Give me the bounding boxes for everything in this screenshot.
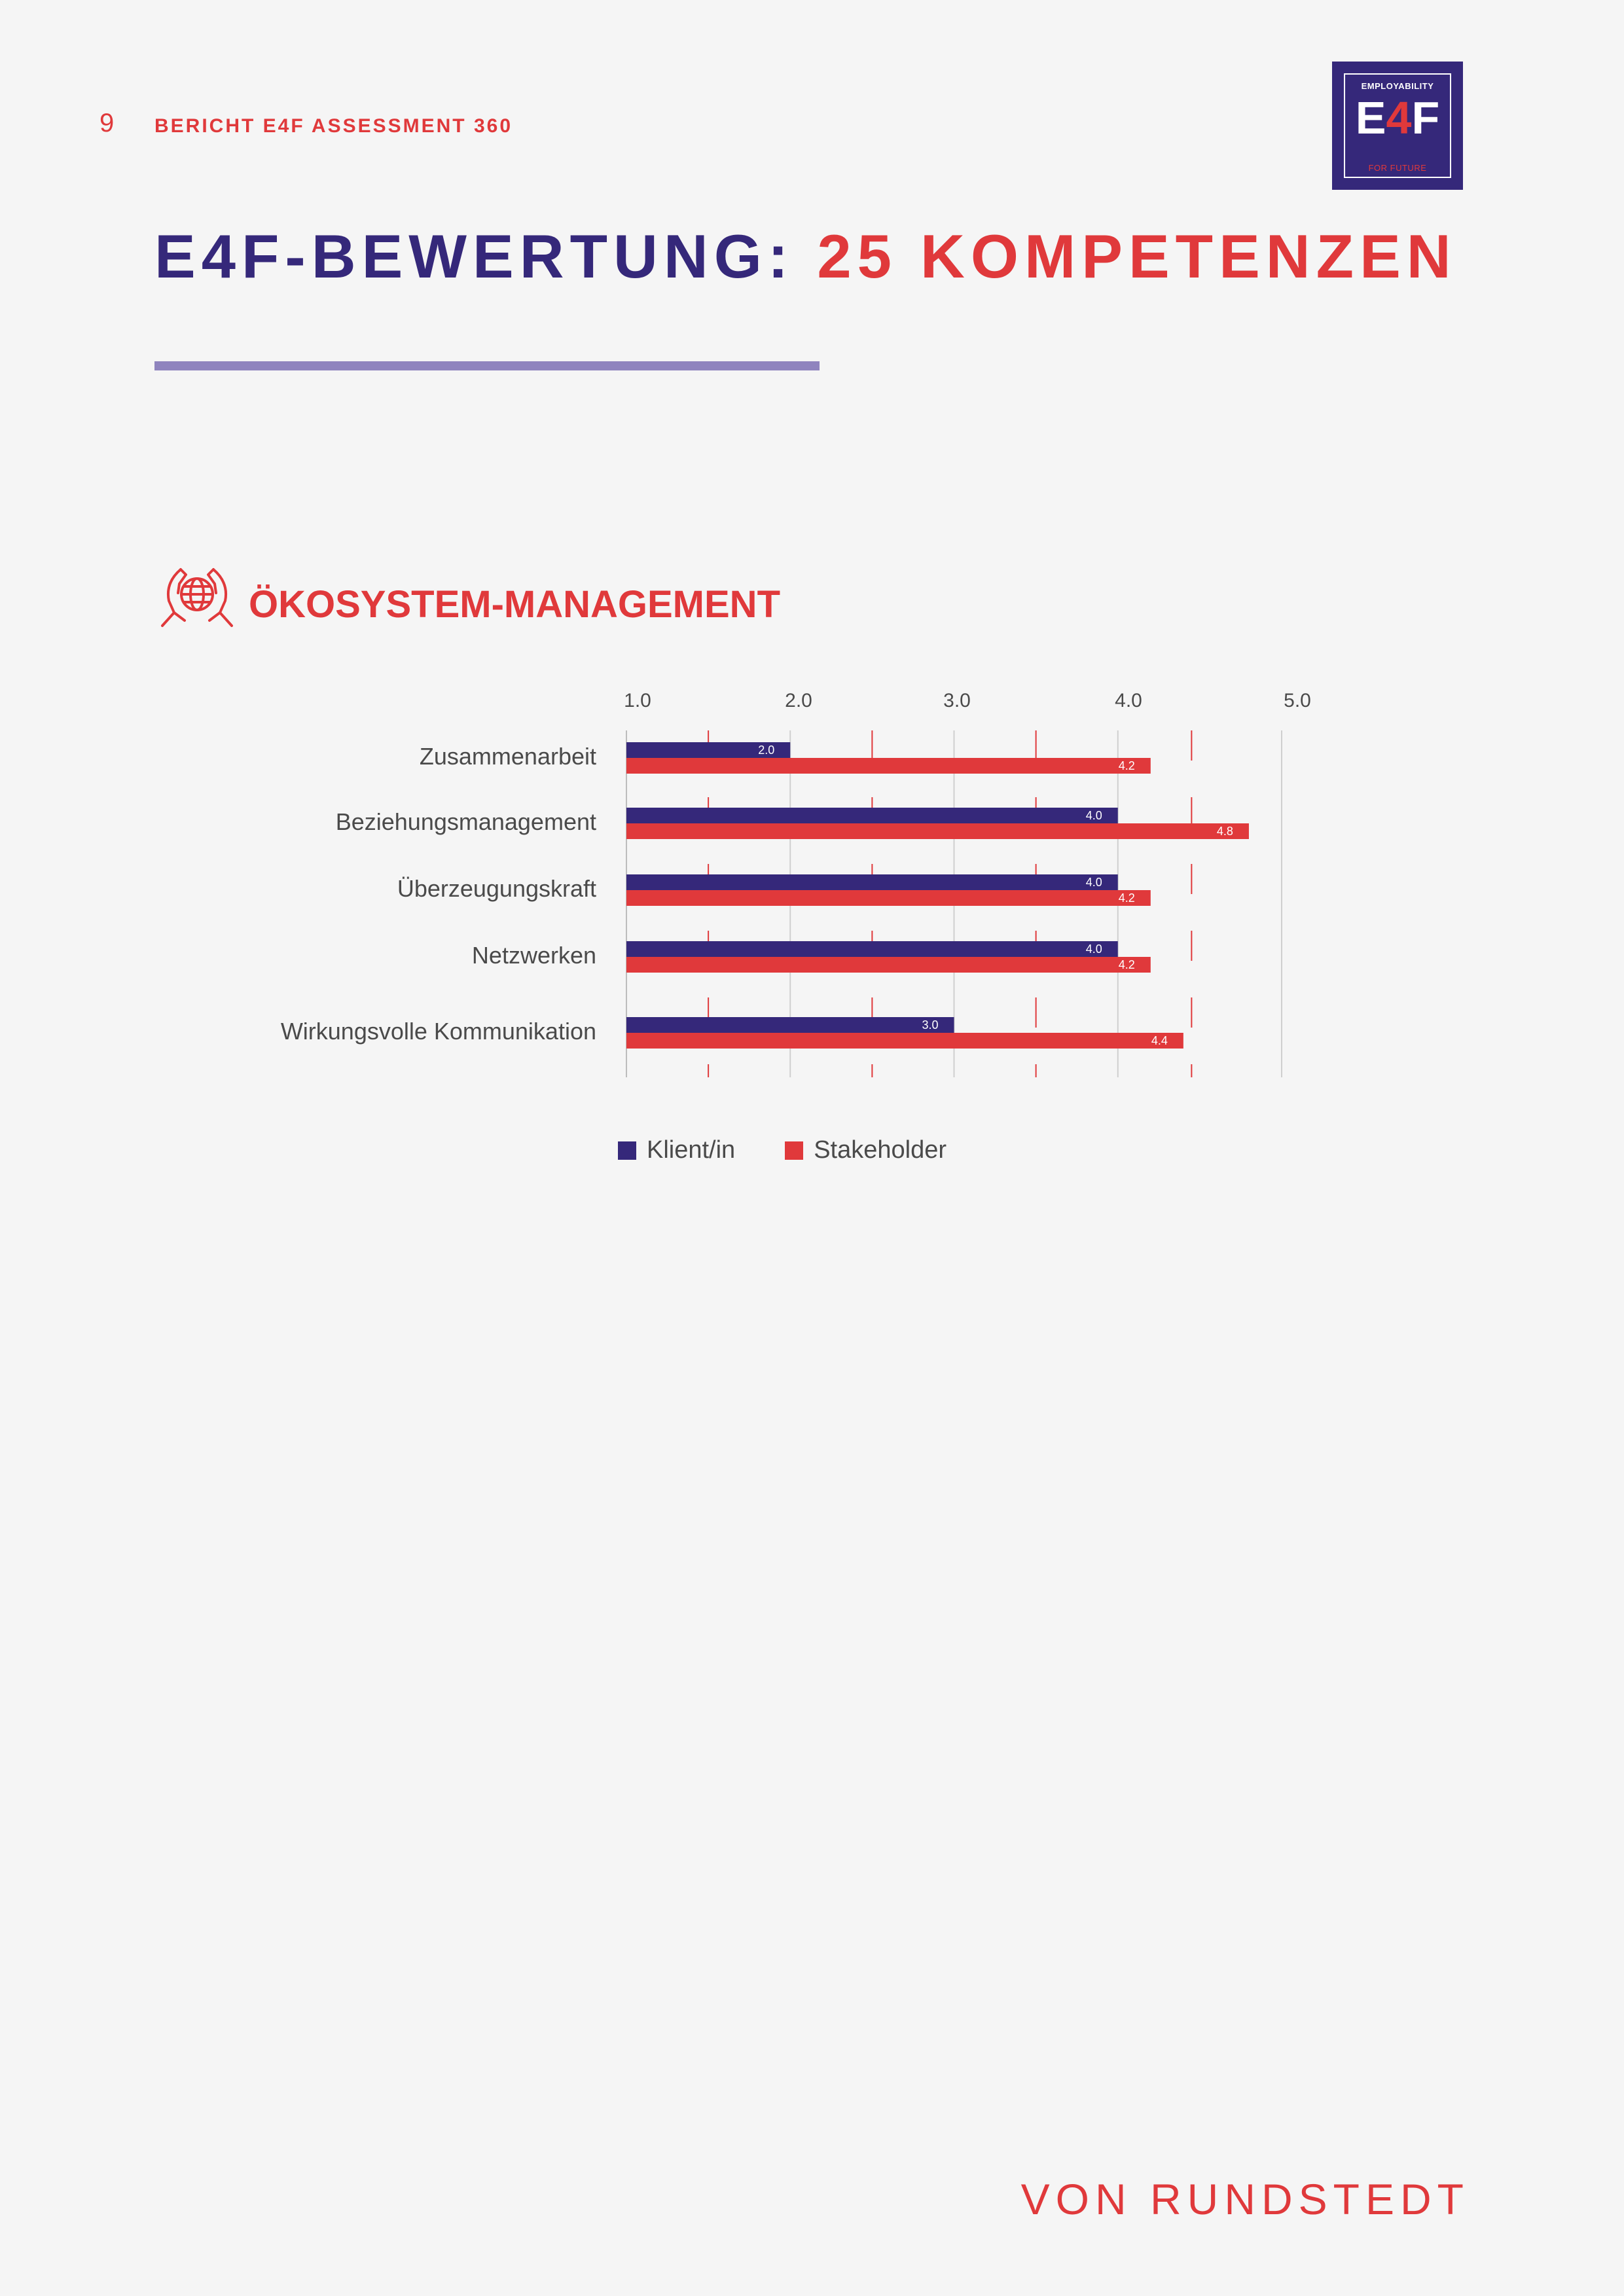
data-label: 4.0 — [1086, 876, 1102, 889]
category-label: Überzeugungskraft — [397, 875, 596, 902]
data-label: 3.0 — [922, 1018, 938, 1031]
hands-globe-icon — [161, 568, 233, 627]
bar — [626, 1033, 1183, 1049]
category-label: Netzwerken — [472, 942, 596, 969]
logo-frame: EMPLOYABILITY E4F FOR FUTURE — [1344, 73, 1451, 178]
data-label: 4.0 — [1086, 809, 1102, 822]
data-label: 4.8 — [1217, 825, 1233, 838]
category-label: Beziehungsmanagement — [336, 808, 596, 835]
x-tick-label: 1.0 — [624, 690, 651, 711]
bar — [626, 742, 791, 758]
bar — [626, 890, 1151, 906]
x-tick-label: 3.0 — [943, 690, 971, 711]
x-tick-label: 5.0 — [1284, 690, 1311, 711]
title-divider — [154, 361, 820, 370]
logo-bottom-text: FOR FUTURE — [1368, 163, 1427, 173]
bar — [626, 823, 1249, 839]
logo-top-text: EMPLOYABILITY — [1361, 81, 1434, 91]
data-label: 4.0 — [1086, 942, 1102, 956]
category-label: Wirkungsvolle Kommunikation — [281, 1018, 596, 1045]
page-number: 9 — [99, 109, 115, 137]
report-label: BERICHT E4F ASSESSMENT 360 — [154, 115, 513, 137]
logo-mark: E4F — [1345, 92, 1450, 144]
chart-legend: Klient/in Stakeholder — [618, 1136, 996, 1164]
logo-e: E — [1355, 92, 1386, 143]
legend-label-stakeholder: Stakeholder — [814, 1136, 947, 1164]
title-part-2: 25 KOMPETENZEN — [817, 222, 1457, 291]
x-tick-label: 2.0 — [785, 690, 812, 711]
competency-bar-chart: 1.0 2.0 3.0 4.0 5.0 Zusammenarbeit 2.0 4.2 Bezie… — [281, 690, 1311, 1077]
logo-4: 4 — [1386, 92, 1412, 143]
logo-f: F — [1411, 92, 1440, 143]
data-label: 4.2 — [1119, 958, 1135, 971]
x-tick-label: 4.0 — [1115, 690, 1142, 711]
category-label: Zusammenarbeit — [420, 743, 596, 770]
data-label: 4.2 — [1119, 891, 1135, 905]
legend-swatch-stakeholder — [785, 1141, 804, 1160]
bar — [626, 808, 1118, 823]
legend-item-client: Klient/in — [618, 1136, 735, 1164]
legend-item-stakeholder: Stakeholder — [785, 1136, 947, 1164]
section-title: ÖKOSYSTEM-MANAGEMENT — [249, 583, 780, 626]
bar — [626, 874, 1118, 890]
data-label: 2.0 — [758, 744, 774, 757]
footer-brand: VON RUNDSTEDT — [1020, 2175, 1470, 2223]
legend-label-client: Klient/in — [647, 1136, 736, 1164]
title-part-1: E4F-BEWERTUNG: — [154, 222, 795, 291]
page-title: E4F-BEWERTUNG: 25 KOMPETENZEN — [154, 221, 1457, 292]
bar — [626, 941, 1118, 957]
legend-swatch-client — [618, 1141, 636, 1160]
bar — [626, 957, 1151, 973]
e4f-logo: EMPLOYABILITY E4F FOR FUTURE — [1332, 62, 1463, 190]
data-label: 4.2 — [1119, 759, 1135, 772]
bar — [626, 758, 1151, 774]
data-label: 4.4 — [1151, 1034, 1168, 1047]
bar — [626, 1017, 954, 1033]
